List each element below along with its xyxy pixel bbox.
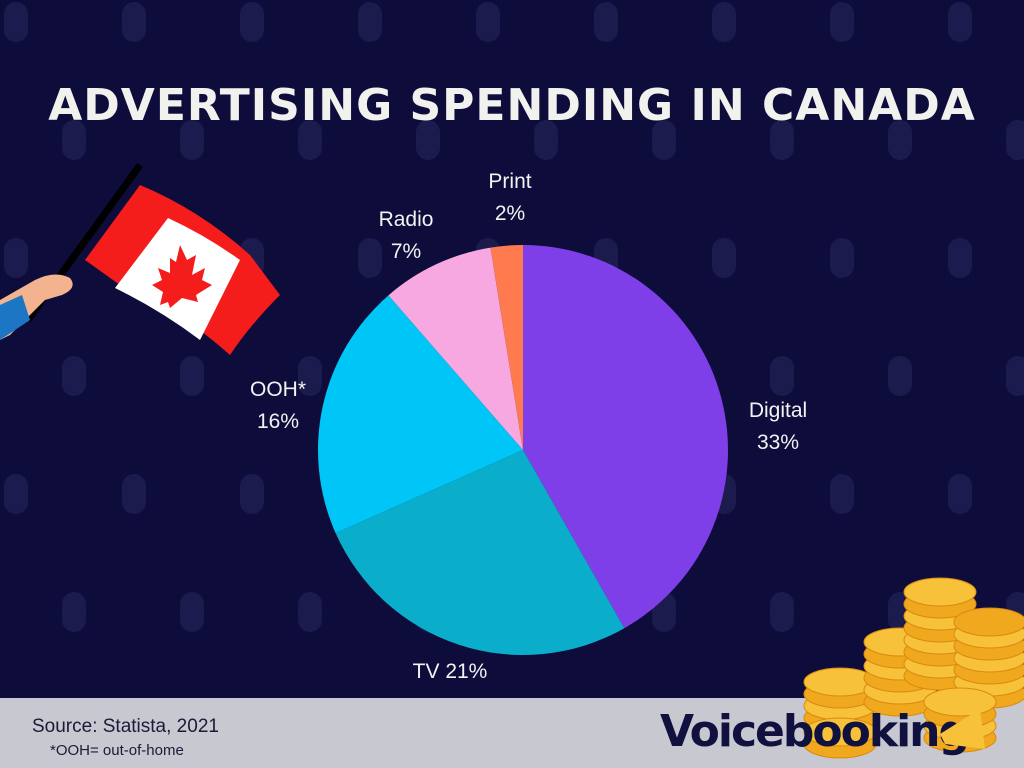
mic-icon [712, 238, 736, 278]
mic-icon [1006, 356, 1024, 396]
label-radio-name: Radio [378, 208, 434, 231]
pie-slice-radio [388, 247, 523, 450]
mic-icon [62, 592, 86, 632]
mic-icon [1006, 120, 1024, 160]
mic-icon [180, 356, 204, 396]
mic-icon [830, 2, 854, 42]
mic-icon [534, 120, 558, 160]
megaphone-icon [940, 709, 985, 749]
mic-icon [770, 120, 794, 160]
mic-icon [4, 474, 28, 514]
pie-slice-ooh [318, 295, 523, 534]
voicebooking-logo: Voicebooking [660, 706, 970, 757]
coin [803, 717, 877, 747]
label-ooh-value: 16% [256, 410, 300, 433]
mic-icon [770, 356, 794, 396]
coin [903, 577, 977, 607]
coin [953, 607, 1024, 637]
mic-icon [122, 474, 146, 514]
mic-icon [298, 356, 322, 396]
source-text: Source: Statista, 2021 [32, 716, 219, 737]
mic-icon [358, 238, 382, 278]
label-digital-value: 33% [756, 431, 800, 454]
mic-icon [712, 2, 736, 42]
mic-icon [4, 2, 28, 42]
mic-icon [948, 238, 972, 278]
mic-icon [298, 592, 322, 632]
mic-icon [888, 120, 912, 160]
chart-title: ADVERTISING SPENDING IN CANADA [48, 80, 976, 131]
mic-icon [298, 120, 322, 160]
canada-flag-illustration [0, 162, 280, 355]
ooh-footnote: *OOH= out-of-home [50, 742, 184, 759]
mic-icon [122, 2, 146, 42]
mic-icon [180, 592, 204, 632]
mic-icon [62, 120, 86, 160]
label-radio: Radio 7% [366, 204, 446, 268]
label-print-value: 2% [494, 202, 526, 225]
mic-icon [770, 592, 794, 632]
label-tv-name: TV [412, 660, 440, 683]
mic-icon [240, 474, 264, 514]
maple-leaf-icon [152, 245, 212, 308]
mic-icon [888, 356, 912, 396]
label-print-name: Print [488, 170, 532, 193]
label-radio-value: 7% [390, 240, 422, 263]
mic-icon [62, 356, 86, 396]
mic-icon [4, 238, 28, 278]
sleeve [0, 295, 30, 340]
mic-icon [416, 120, 440, 160]
mic-icon [180, 120, 204, 160]
mic-icon [240, 2, 264, 42]
mic-icon [652, 120, 676, 160]
gold-coins-illustration [803, 577, 1024, 759]
mic-icon [594, 2, 618, 42]
mic-icon [830, 238, 854, 278]
label-digital-name: Digital [748, 399, 808, 422]
label-tv: TV 21% [400, 656, 500, 688]
pie-slice-tv [335, 450, 625, 655]
mic-icon [948, 474, 972, 514]
pie-slice-digital [523, 245, 728, 629]
mic-icon [358, 2, 382, 42]
label-ooh: OOH* 16% [238, 374, 318, 438]
coin [923, 687, 997, 717]
mic-icon [830, 474, 854, 514]
pie-slice-print [490, 245, 523, 450]
mic-icon [948, 2, 972, 42]
label-tv-value: 21% [445, 660, 488, 683]
label-digital: Digital 33% [736, 395, 820, 459]
label-ooh-name: OOH* [249, 378, 306, 401]
mic-icon [476, 2, 500, 42]
label-print: Print 2% [470, 166, 550, 230]
